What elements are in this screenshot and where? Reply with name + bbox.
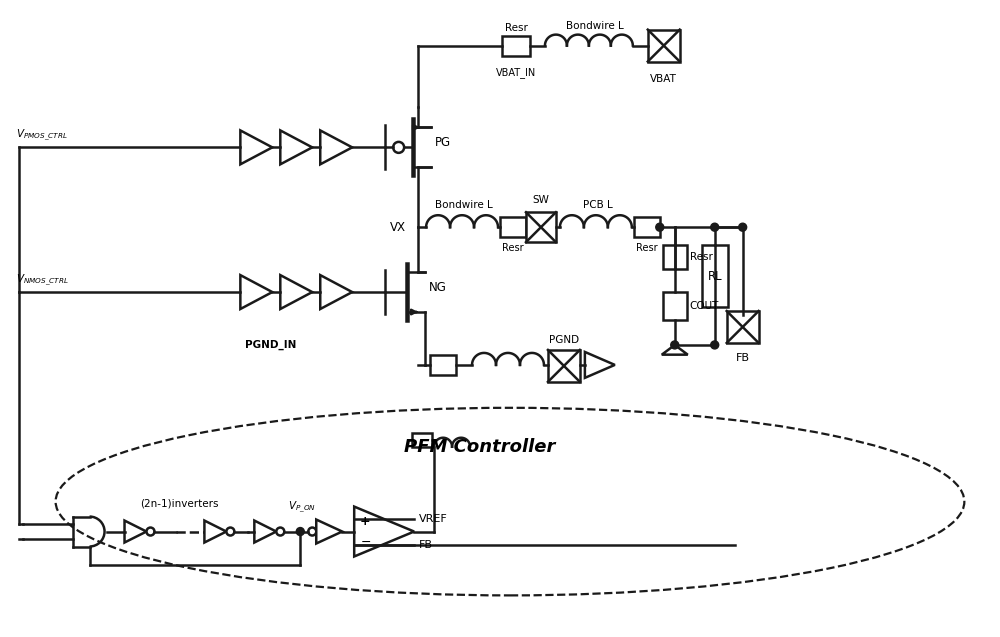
Bar	[663, 292, 687, 320]
Bar	[663, 245, 687, 269]
Circle shape	[296, 527, 304, 536]
Bar	[500, 217, 526, 237]
Text: PG: PG	[435, 136, 451, 149]
Polygon shape	[254, 520, 276, 543]
Text: NG: NG	[429, 280, 447, 294]
Text: Resr: Resr	[502, 243, 524, 253]
Text: RL: RL	[707, 269, 722, 283]
Polygon shape	[280, 131, 312, 164]
Text: VBAT: VBAT	[650, 73, 677, 83]
Text: PCB L: PCB L	[583, 200, 613, 210]
Text: $V_{NMOS\_CTRL}$: $V_{NMOS\_CTRL}$	[16, 273, 69, 288]
Bar	[634, 217, 660, 237]
Polygon shape	[354, 506, 414, 557]
Polygon shape	[320, 131, 352, 164]
Circle shape	[656, 223, 664, 231]
Circle shape	[393, 142, 404, 153]
Circle shape	[308, 527, 316, 536]
Bar	[727, 311, 759, 343]
Polygon shape	[316, 520, 342, 543]
Text: COUT: COUT	[690, 301, 719, 311]
Text: +: +	[360, 515, 370, 528]
Text: SW: SW	[533, 196, 549, 205]
Text: PFM Controller: PFM Controller	[404, 438, 556, 455]
Bar	[526, 212, 556, 242]
Circle shape	[711, 341, 719, 349]
Text: FB: FB	[419, 540, 433, 550]
Polygon shape	[240, 275, 272, 309]
Circle shape	[276, 527, 284, 536]
Bar	[430, 355, 456, 375]
Text: $-$: $-$	[360, 535, 371, 548]
Text: VREF: VREF	[419, 513, 448, 524]
Text: Resr: Resr	[636, 243, 658, 253]
Text: Bondwire L: Bondwire L	[435, 200, 493, 210]
Polygon shape	[240, 131, 272, 164]
Circle shape	[739, 223, 747, 231]
Polygon shape	[280, 275, 312, 309]
Text: $V_{PMOS\_CTRL}$: $V_{PMOS\_CTRL}$	[16, 128, 68, 143]
Bar	[648, 30, 680, 62]
Text: FB: FB	[736, 353, 750, 363]
Text: Bondwire L: Bondwire L	[566, 20, 624, 31]
Text: Resr: Resr	[505, 23, 527, 32]
Bar	[412, 433, 432, 447]
Text: VBAT_IN: VBAT_IN	[496, 68, 536, 78]
Bar	[548, 350, 580, 382]
Text: Resr: Resr	[690, 252, 713, 262]
Polygon shape	[662, 345, 688, 355]
Polygon shape	[125, 520, 146, 543]
Polygon shape	[585, 352, 615, 378]
Text: VX: VX	[390, 220, 406, 234]
Text: $V_{P\_ON}$: $V_{P\_ON}$	[288, 499, 316, 515]
Polygon shape	[320, 275, 352, 309]
Text: PGND_IN: PGND_IN	[245, 340, 296, 350]
Polygon shape	[204, 520, 226, 543]
Bar	[502, 36, 530, 55]
Text: (2n-1)inverters: (2n-1)inverters	[140, 499, 219, 508]
Circle shape	[671, 341, 679, 349]
Text: PGND: PGND	[549, 335, 579, 345]
Circle shape	[226, 527, 234, 536]
Circle shape	[711, 223, 719, 231]
Circle shape	[146, 527, 154, 536]
Bar	[702, 245, 728, 307]
